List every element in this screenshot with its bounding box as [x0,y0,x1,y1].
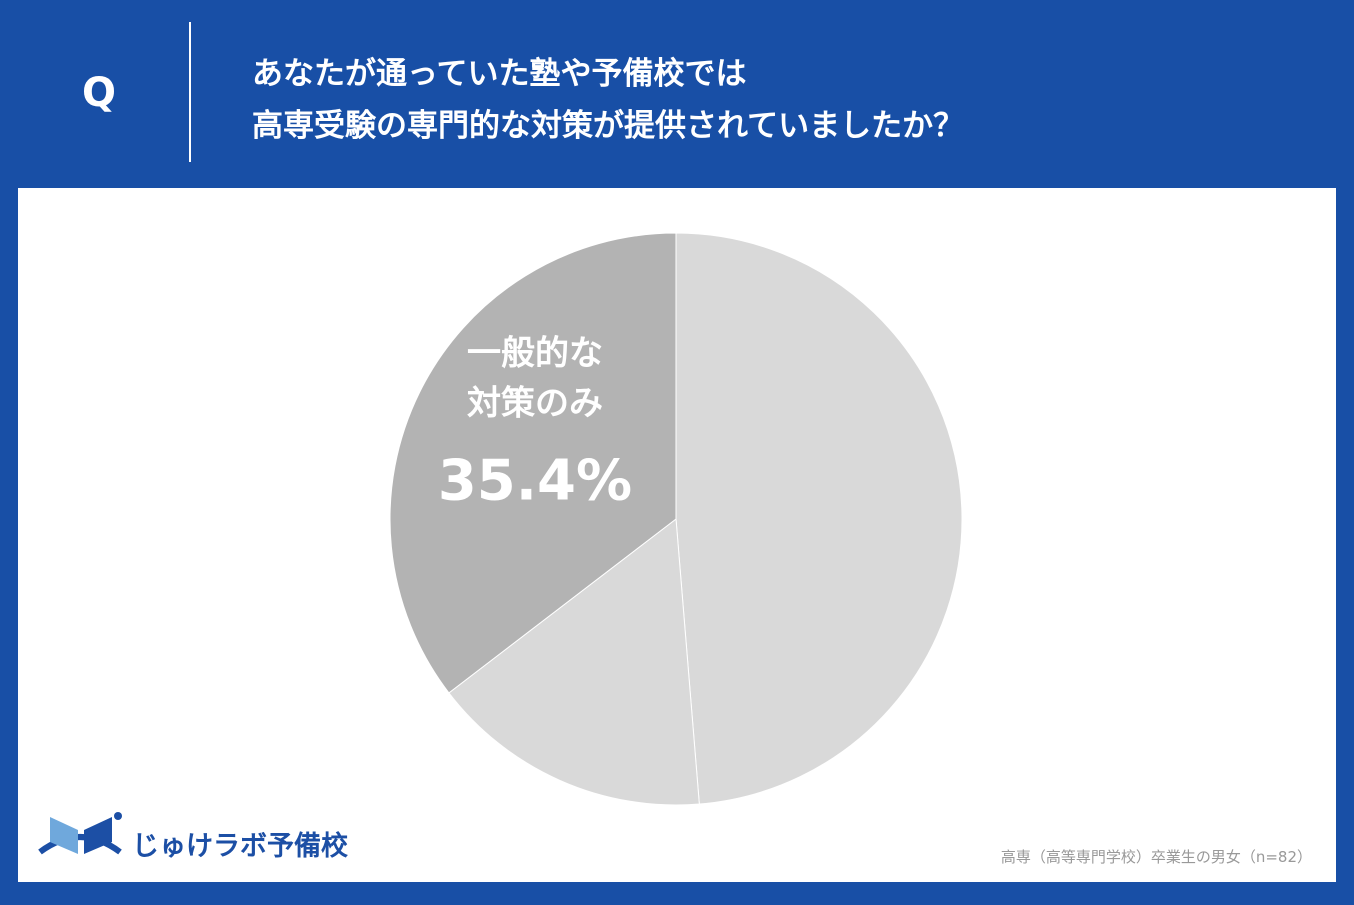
logo-icon [38,812,122,855]
pie-slice [389,232,677,694]
pie-slice [675,232,963,805]
slice-label: 一般的な対策のみ [466,334,603,424]
slice-value: 35.4% [437,448,633,514]
divider [189,22,191,162]
question-mark: Q [82,70,117,116]
pie-slice [448,518,700,806]
logo-text: じゅけラボ予備校 [132,831,348,862]
footnote: 高専（高等専門学校）卒業生の男女（n=82） [1000,848,1312,866]
question-title: 高専受験の専門的な対策が提供されていましたか？ [252,108,965,144]
question-title: あなたが通っていた塾や予備校では [252,56,747,92]
